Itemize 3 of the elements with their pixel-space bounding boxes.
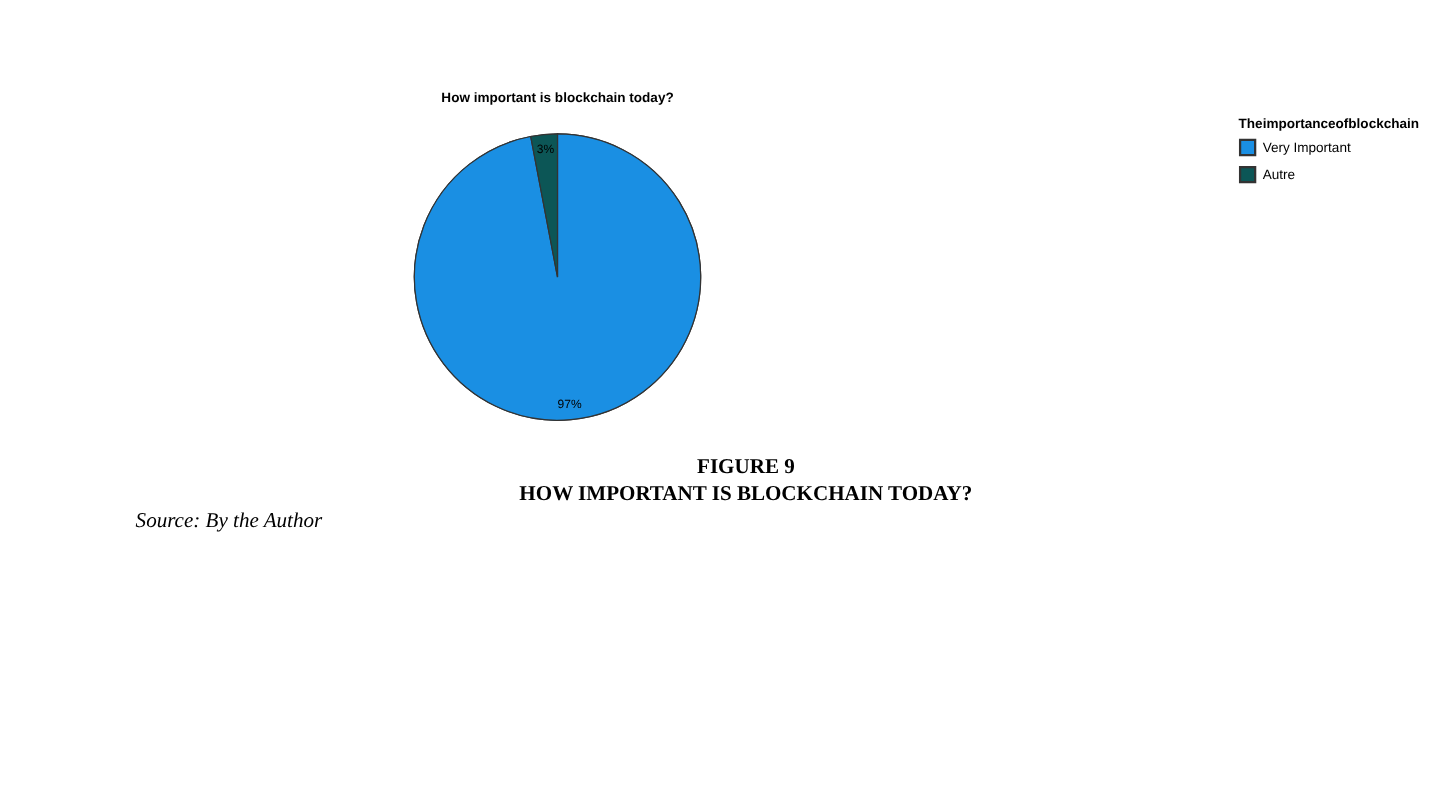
source-note: Source: By the Author xyxy=(135,511,324,534)
caption: FIGURE 9 xyxy=(697,456,795,479)
text: HOW IMPORTANT IS BLOCKCHAIN TODAY? xyxy=(519,484,973,507)
